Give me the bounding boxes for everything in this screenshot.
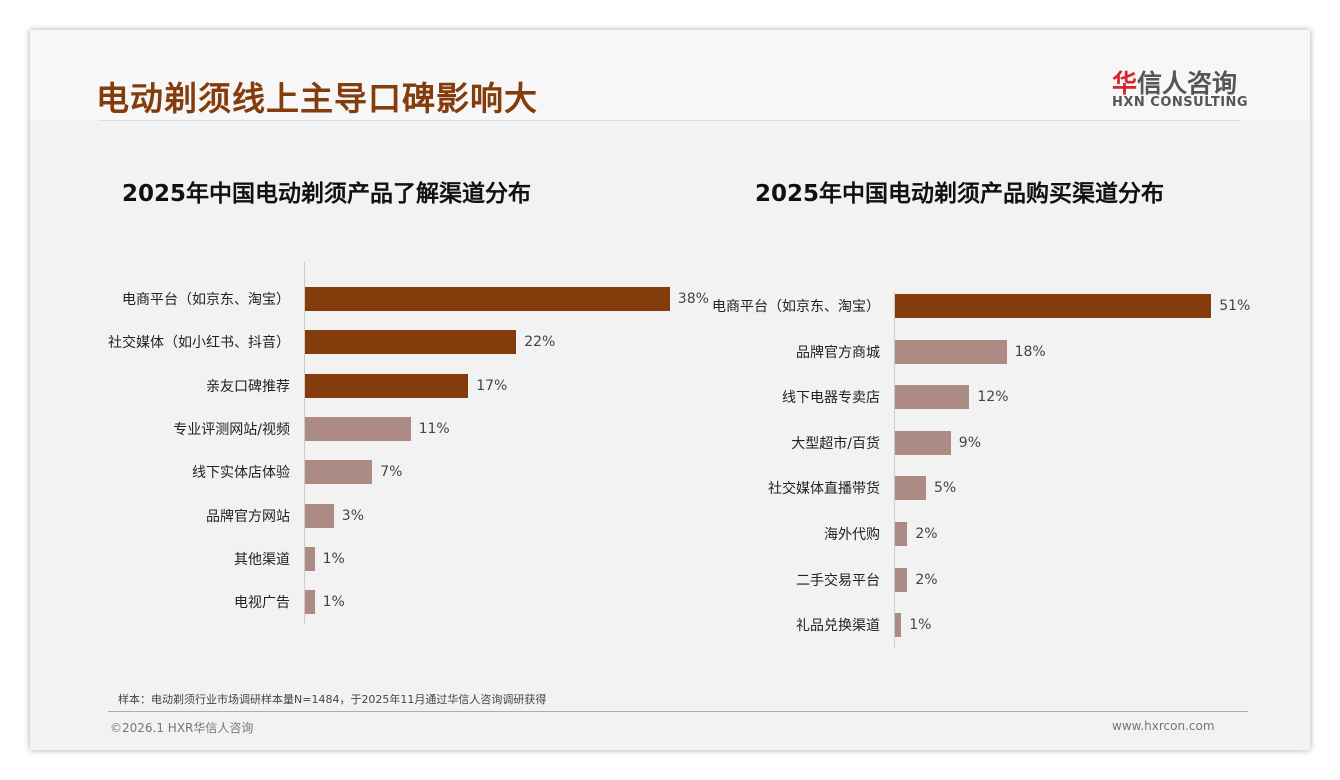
category-label: 品牌官方网站: [206, 508, 290, 525]
category-label: 电视广告: [234, 595, 290, 612]
slide: 电动剃须线上主导口碑影响大 华信人咨询 HXN CONSULTING 2025年…: [30, 30, 1310, 750]
value-label: 3%: [341, 507, 365, 524]
logo-subtitle: HXN CONSULTING: [1112, 95, 1249, 110]
page-title: 电动剃须线上主导口碑影响大: [96, 79, 538, 118]
bar: [895, 522, 908, 546]
footer-divider: [108, 711, 1248, 712]
category-label: 电商平台（如京东、淘宝）: [122, 292, 290, 308]
website-link[interactable]: www.hxrcon.com: [1112, 719, 1215, 733]
bar: [305, 373, 469, 398]
category-label: 专业评测网站/视频: [173, 421, 290, 438]
bar: [895, 294, 1212, 318]
bar: [895, 430, 951, 455]
category-label: 其他渠道: [234, 551, 290, 568]
category-label: 海外代购: [824, 527, 880, 543]
y-axis-line: [304, 262, 305, 624]
sample-note: 样本：电动剃须行业市场调研样本量N=1484，于2025年11月通过华信人咨询调…: [118, 693, 547, 706]
bar: [895, 567, 908, 592]
value-label: 12%: [977, 389, 1009, 406]
bar: [895, 339, 1007, 364]
bar: [895, 613, 902, 638]
value-label: 38%: [677, 291, 709, 307]
category-label: 电商平台（如京东、淘宝）: [712, 299, 880, 315]
category-label: 线下电器专卖店: [782, 390, 880, 407]
value-label: 51%: [1219, 298, 1251, 314]
value-label: 1%: [909, 617, 932, 634]
category-label: 社交媒体直播带货: [768, 481, 880, 498]
category-label: 大型超市/百货: [791, 435, 880, 452]
bar: [895, 476, 926, 501]
value-label: 7%: [380, 464, 403, 481]
value-label: 22%: [524, 334, 556, 351]
right-chart-title: 2025年中国电动剃须产品购买渠道分布: [755, 181, 1165, 207]
value-label: 1%: [322, 594, 345, 611]
bar: [305, 546, 315, 571]
value-label: 11%: [418, 420, 450, 437]
logo: 华信人咨询: [1112, 69, 1238, 98]
value-label: 9%: [958, 434, 982, 451]
bar: [305, 590, 315, 615]
category-label: 线下实体店体验: [192, 465, 290, 482]
bar: [305, 416, 411, 441]
value-label: 2%: [915, 571, 938, 588]
header-band: [30, 30, 1310, 120]
header-divider: [98, 120, 1240, 121]
bar: [305, 460, 373, 485]
category-label: 社交媒体（如小红书、抖音）: [108, 335, 290, 352]
category-label: 二手交易平台: [796, 572, 880, 589]
category-label: 礼品兑换渠道: [796, 618, 880, 635]
bar: [305, 503, 334, 528]
value-label: 2%: [915, 526, 938, 542]
value-label: 18%: [1014, 343, 1046, 360]
bar: [305, 287, 670, 311]
y-axis-line: [894, 292, 895, 648]
copyright: ©2026.1 HXR华信人咨询: [110, 721, 254, 735]
value-label: 1%: [322, 550, 345, 567]
category-label: 品牌官方商城: [796, 344, 880, 361]
bar: [305, 330, 517, 355]
left-chart-title: 2025年中国电动剃须产品了解渠道分布: [122, 181, 532, 207]
bar: [895, 385, 970, 410]
category-label: 亲友口碑推荐: [206, 378, 290, 395]
value-label: 5%: [934, 480, 957, 497]
value-label: 17%: [476, 377, 508, 394]
